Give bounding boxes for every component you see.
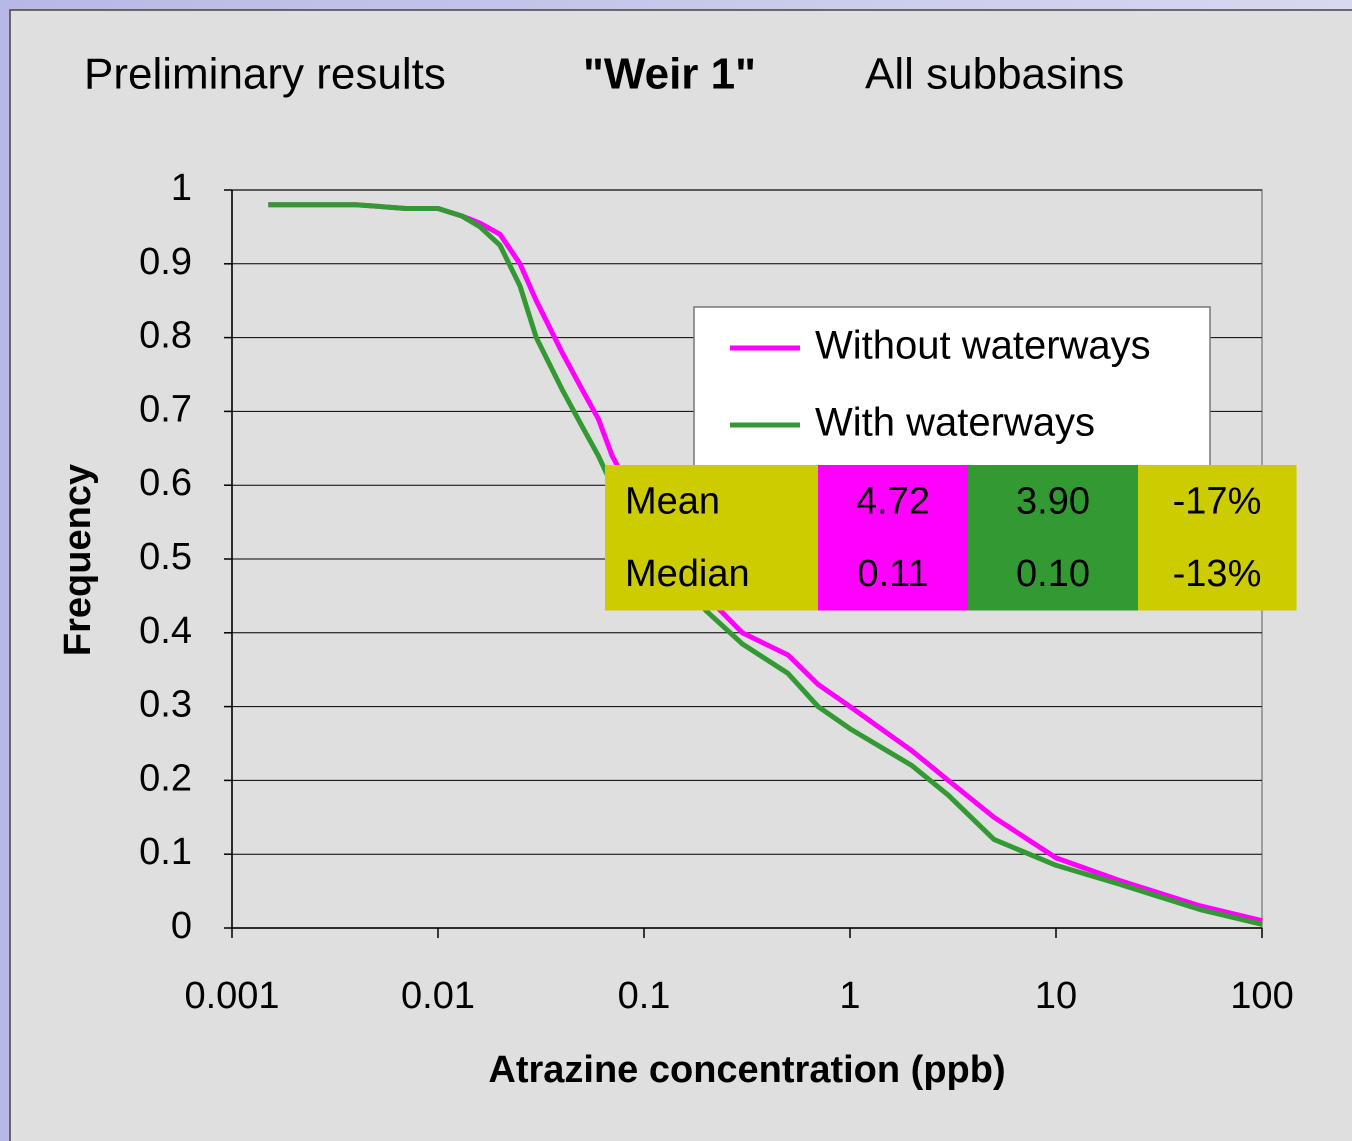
title: Preliminary results: [84, 50, 446, 99]
y-tick-label: 0.4: [139, 610, 192, 652]
table-text: Median: [625, 553, 750, 595]
y-tick-label: 0.8: [139, 315, 192, 357]
table-cell: [605, 537, 819, 611]
table-text: 0.10: [1016, 553, 1090, 595]
x-tick-label: 100: [1230, 975, 1293, 1017]
title: "Weir 1": [583, 50, 756, 99]
x-tick-label: 0.01: [401, 975, 475, 1017]
x-axis-title: Atrazine concentration (ppb): [488, 1049, 1005, 1091]
y-tick-label: 0.3: [139, 684, 192, 726]
x-tick-label: 10: [1035, 975, 1077, 1017]
y-tick-label: 0.7: [139, 388, 192, 430]
legend-label: Without waterways: [815, 324, 1151, 368]
table-cell: [818, 537, 969, 611]
table-text: -13%: [1173, 553, 1262, 595]
table-cell: [605, 465, 819, 538]
y-tick-label: 0.9: [139, 241, 192, 283]
y-tick-label: 0: [171, 905, 192, 947]
x-tick-label: 0.1: [618, 975, 671, 1017]
table-cell: [1138, 465, 1297, 538]
x-tick-label: 1: [839, 975, 860, 1017]
y-tick-label: 1: [171, 167, 192, 209]
x-tick-label: 0.001: [184, 975, 279, 1017]
y-axis-title: Frequency: [57, 464, 99, 656]
table-text: 0.11: [857, 553, 928, 595]
table-text: 3.90: [1016, 480, 1090, 522]
table-cell: [818, 465, 969, 538]
table-text: 4.72: [856, 480, 930, 522]
table-text: -17%: [1173, 480, 1262, 522]
title: All subbasins: [865, 50, 1124, 99]
table-text: Mean: [625, 480, 720, 522]
table-cell: [968, 537, 1139, 611]
y-tick-label: 0.5: [139, 536, 192, 578]
y-tick-label: 0.2: [139, 757, 192, 799]
legend-box: [693, 306, 1211, 468]
table-cell: [1138, 537, 1297, 611]
y-tick-label: 0.6: [139, 462, 192, 504]
table-cell: [968, 465, 1139, 538]
legend-label: With waterways: [815, 401, 1095, 445]
y-tick-label: 0.1: [139, 831, 192, 873]
